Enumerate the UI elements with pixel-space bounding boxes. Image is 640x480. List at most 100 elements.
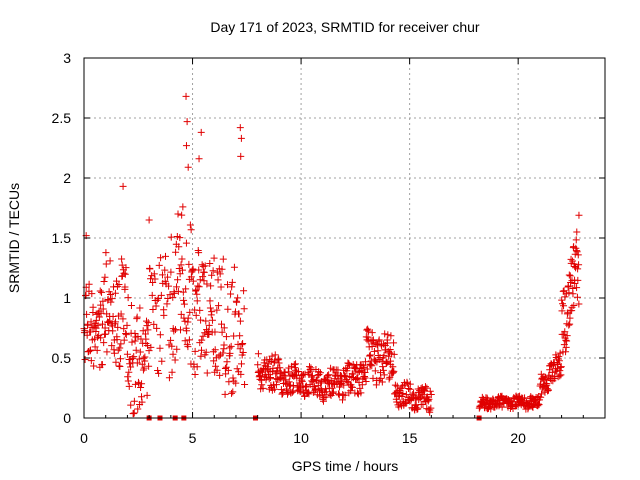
data-point	[258, 381, 266, 389]
data-point	[206, 260, 214, 268]
data-point	[115, 281, 123, 288]
data-point	[417, 394, 425, 402]
data-point	[222, 333, 230, 341]
data-point	[426, 387, 434, 395]
x-tick-label: 5	[189, 430, 197, 446]
data-point	[562, 336, 570, 344]
data-point	[537, 390, 545, 398]
data-point	[114, 323, 122, 331]
data-point	[219, 255, 227, 263]
data-point	[146, 265, 154, 273]
data-point	[211, 328, 219, 336]
data-point	[290, 361, 298, 369]
data-point	[223, 358, 231, 366]
data-point	[224, 281, 232, 289]
data-point	[144, 319, 152, 327]
data-point	[380, 371, 388, 379]
data-point	[380, 340, 388, 348]
data-point	[498, 403, 506, 411]
data-point	[99, 305, 107, 313]
data-point	[211, 346, 219, 354]
data-point	[316, 392, 324, 400]
data-point	[176, 270, 184, 278]
data-point	[366, 351, 374, 359]
data-point	[202, 348, 210, 356]
data-point	[420, 386, 428, 394]
data-point	[102, 260, 110, 268]
data-point	[229, 388, 237, 396]
y-tick-label: 3	[63, 50, 71, 66]
data-point	[555, 353, 563, 361]
data-point	[138, 380, 146, 388]
data-point	[341, 391, 349, 399]
data-point	[562, 348, 570, 356]
data-point	[311, 386, 319, 394]
data-point	[304, 389, 312, 397]
data-point	[219, 349, 227, 357]
data-point	[156, 344, 164, 352]
data-point	[157, 254, 165, 262]
data-point	[274, 356, 282, 364]
data-point	[156, 331, 164, 339]
data-point	[566, 320, 574, 328]
data-point	[361, 358, 369, 366]
data-point	[184, 163, 192, 171]
data-point	[562, 343, 570, 351]
data-point	[208, 271, 216, 279]
data-point	[266, 374, 274, 382]
data-point	[412, 395, 420, 403]
data-point	[121, 283, 129, 291]
data-point	[424, 397, 432, 405]
data-point	[557, 371, 565, 379]
data-point	[81, 327, 89, 335]
data-point	[137, 383, 145, 391]
data-point	[225, 378, 233, 386]
data-point	[367, 361, 375, 369]
data-point	[403, 379, 411, 387]
data-point	[168, 368, 176, 376]
y-tick-label: 0	[63, 410, 71, 426]
data-point	[161, 266, 169, 274]
data-point	[484, 396, 492, 404]
data-point	[343, 377, 351, 385]
data-point	[399, 390, 407, 398]
data-point	[174, 287, 182, 295]
data-point	[360, 364, 368, 372]
data-point	[388, 369, 396, 377]
data-point	[271, 357, 279, 365]
data-point	[113, 336, 121, 344]
data-point	[182, 285, 190, 293]
data-point	[382, 359, 390, 367]
data-point	[208, 316, 216, 324]
data-point	[118, 261, 126, 269]
data-point	[85, 280, 93, 288]
data-point	[387, 332, 395, 340]
data-point	[144, 326, 152, 334]
data-point	[171, 356, 179, 364]
data-point	[254, 350, 262, 358]
data-point	[178, 255, 186, 263]
data-point	[180, 300, 188, 308]
data-point	[573, 228, 581, 236]
data-point	[396, 388, 404, 396]
data-point	[142, 340, 150, 348]
data-point	[125, 368, 133, 376]
data-point	[265, 375, 273, 383]
data-point	[275, 359, 283, 367]
data-point	[191, 370, 199, 378]
y-tick-label: 1	[63, 290, 71, 306]
data-point	[226, 349, 234, 357]
data-point	[128, 338, 136, 346]
data-point	[178, 266, 186, 274]
data-point	[402, 391, 410, 399]
data-point	[548, 368, 556, 376]
axis-ticks: 0 0.5 1 1.5 2 2.5 3 0 5 10 15 20	[52, 50, 605, 446]
data-point	[557, 363, 565, 371]
data-point	[90, 362, 98, 370]
data-point	[232, 379, 240, 387]
data-point	[173, 283, 181, 291]
data-point	[151, 275, 159, 283]
data-point	[167, 336, 175, 344]
data-point	[322, 388, 330, 396]
data-point	[425, 395, 433, 403]
